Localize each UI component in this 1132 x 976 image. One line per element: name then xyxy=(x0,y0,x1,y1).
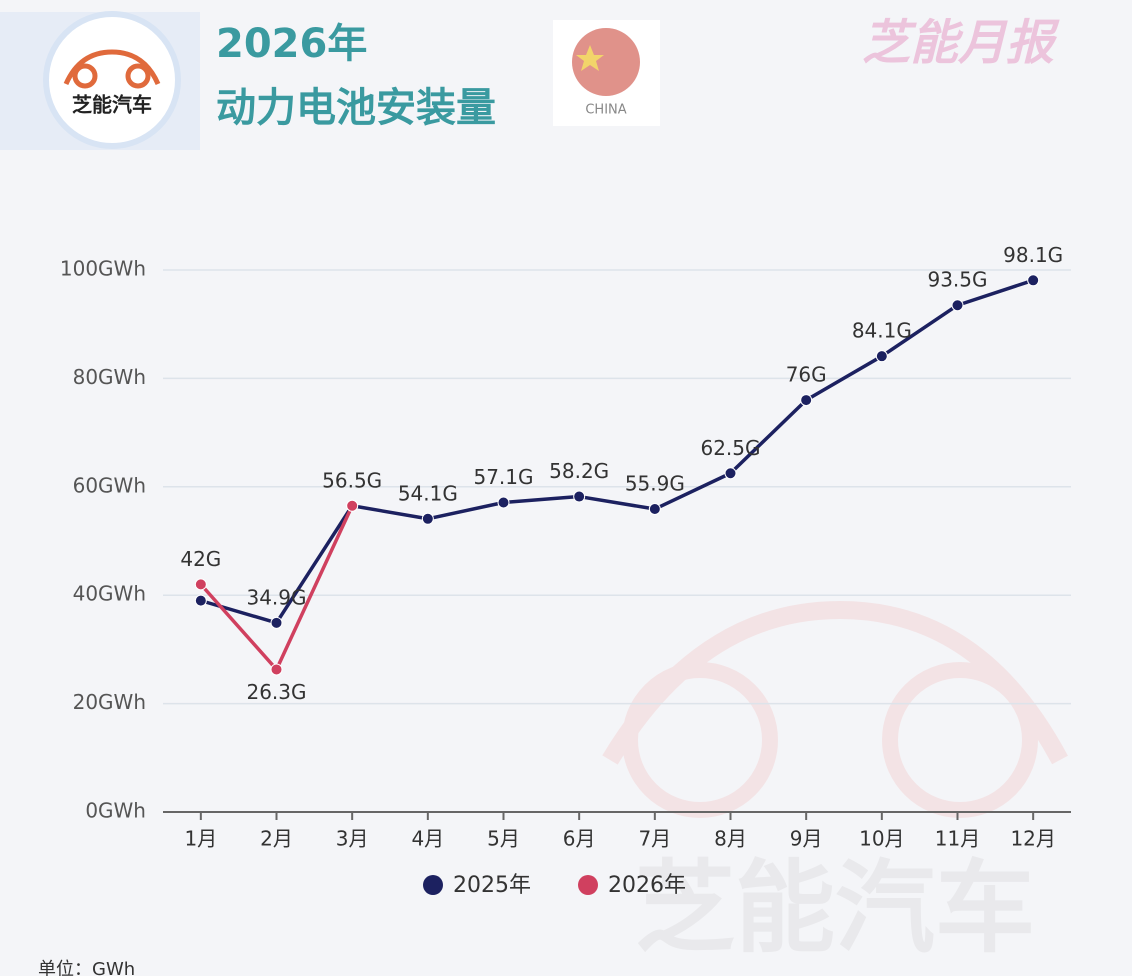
y-tick-label: 60GWh xyxy=(73,473,146,497)
value-label: 34.9G xyxy=(246,585,306,609)
legend-label: 2026年 xyxy=(608,873,686,898)
data-point xyxy=(346,499,359,512)
logo-text: 芝能汽车 xyxy=(72,93,152,117)
value-label: 55.9G xyxy=(625,472,685,496)
x-tick-label: 7月 xyxy=(638,827,671,851)
x-tick-label: 11月 xyxy=(935,827,980,851)
plot: 0GWh 20GWh 40GWh 60GWh 80GWh 100GWh 1月 2月 3月 4月 5月… xyxy=(60,243,1071,898)
data-point xyxy=(573,490,586,503)
value-label: 84.1G xyxy=(852,319,912,343)
x-tick-label: 3月 xyxy=(336,827,369,851)
value-label: 54.1G xyxy=(398,481,458,505)
y-tick-label: 80GWh xyxy=(73,365,146,389)
data-point xyxy=(194,578,207,591)
data-point xyxy=(800,394,813,407)
y-tick-label: 100GWh xyxy=(60,257,146,281)
title: 2026年 xyxy=(216,21,367,67)
data-point xyxy=(270,616,283,629)
data-point xyxy=(648,503,661,516)
y-tick-label: 20GWh xyxy=(73,690,146,714)
data-point xyxy=(1027,274,1040,287)
logo-wheel xyxy=(72,63,98,89)
x-tick-label: 1月 xyxy=(184,827,217,851)
data-point xyxy=(951,299,964,312)
series-line xyxy=(200,278,1034,625)
value-label: 58.2G xyxy=(549,459,609,483)
car-watermark xyxy=(602,600,1068,818)
data-point xyxy=(724,467,737,480)
text-watermark: 芝能汽车 xyxy=(635,849,1035,966)
brand-watermark: 芝能月报 xyxy=(862,15,1060,71)
legend-label: 2025年 xyxy=(453,873,531,898)
x-tick-label: 5月 xyxy=(487,827,520,851)
legend-marker xyxy=(578,875,598,895)
value-label: 98.1G xyxy=(1003,243,1063,267)
value-label: 76G xyxy=(786,363,827,387)
x-tick-label: 12月 xyxy=(1010,827,1055,851)
x-tick-label: 8月 xyxy=(714,827,747,851)
x-tick-label: 2月 xyxy=(260,827,293,851)
data-point xyxy=(270,663,283,676)
y-tick-label: 40GWh xyxy=(73,582,146,606)
value-label: 56.5G xyxy=(322,468,382,492)
x-tick-label: 10月 xyxy=(859,827,904,851)
unit-note: 单位：GWh xyxy=(38,959,135,976)
flag-label: CHINA xyxy=(585,103,626,118)
value-label: 42G xyxy=(180,547,221,571)
flag xyxy=(572,28,640,96)
x-tick-label: 6月 xyxy=(563,827,596,851)
x-tick-label: 4月 xyxy=(411,827,444,851)
value-label: 93.5G xyxy=(927,268,987,292)
value-label: 62.5G xyxy=(700,436,760,460)
logo-badge xyxy=(43,11,181,149)
value-label: 26.3G xyxy=(246,680,306,704)
y-tick-label: 0GWh xyxy=(85,799,146,823)
subtitle: 动力电池安装量 xyxy=(216,85,496,131)
data-point xyxy=(421,512,434,525)
flag-star xyxy=(576,45,604,71)
legend-marker xyxy=(423,875,443,895)
data-point xyxy=(194,594,207,607)
logo-wheel xyxy=(125,63,151,89)
x-tick-label: 9月 xyxy=(790,827,823,851)
data-point xyxy=(875,350,888,363)
value-label: 57.1G xyxy=(473,465,533,489)
data-point xyxy=(497,496,510,509)
